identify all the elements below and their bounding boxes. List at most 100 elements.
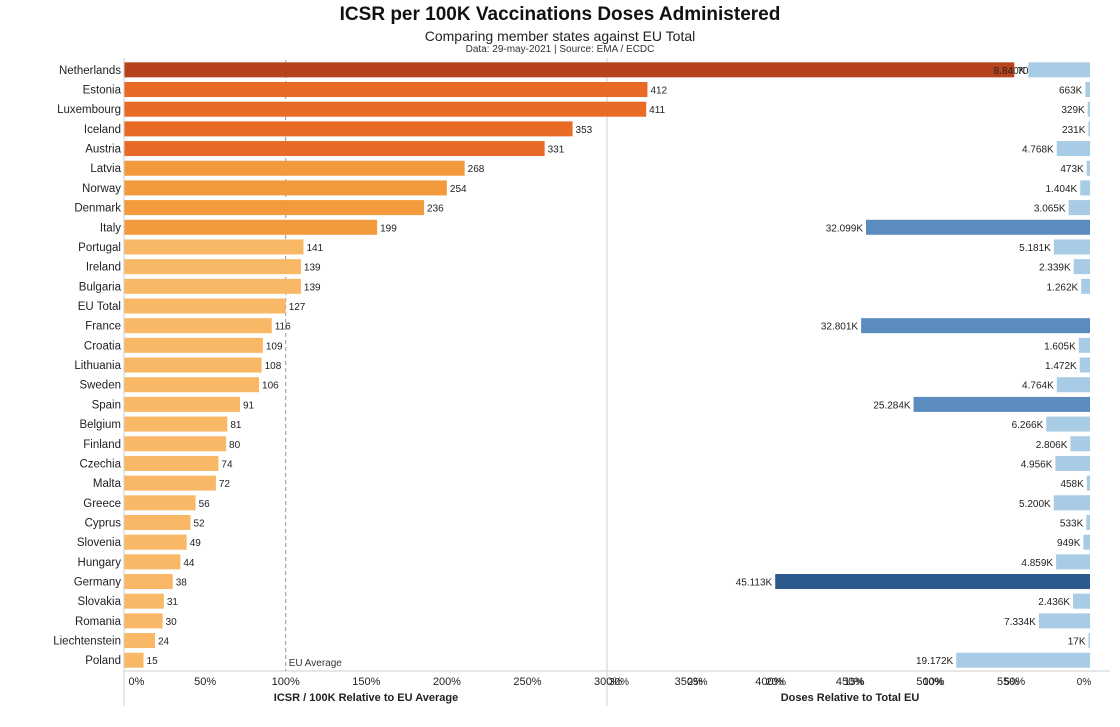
chart-title: ICSR per 100K Vaccinations Doses Adminis… — [339, 4, 781, 25]
icsr-bar — [124, 416, 228, 432]
icsr-value-label: 80 — [229, 440, 241, 451]
icsr-value-label: 116 — [275, 322, 291, 333]
doses-value-label: 7.334K — [1004, 617, 1036, 628]
doses-bar — [1083, 534, 1090, 550]
icsr-value-label: 701 — [1017, 66, 1034, 77]
icsr-value-label: 108 — [265, 361, 282, 372]
right-axis-tick-label: 15% — [844, 677, 864, 688]
icsr-value-label: 56 — [199, 499, 211, 510]
doses-bar — [1053, 239, 1090, 255]
icsr-bar — [124, 593, 164, 609]
icsr-value-label: 411 — [649, 105, 665, 116]
category-label: Romania — [75, 616, 122, 628]
doses-value-label: 4.859K — [1021, 558, 1053, 569]
doses-bar — [1056, 141, 1090, 157]
icsr-bar — [124, 239, 304, 255]
icsr-bar — [124, 377, 260, 393]
icsr-bar — [124, 101, 647, 117]
doses-value-label: 1.262K — [1046, 282, 1078, 293]
category-label: Portugal — [78, 242, 121, 254]
icsr-value-label: 109 — [266, 341, 283, 352]
doses-value-label: 458K — [1060, 479, 1084, 490]
left-axis-tick-label: 300% — [594, 676, 622, 688]
doses-value-label: 32.801K — [821, 322, 859, 333]
icsr-value-label: 412 — [650, 86, 667, 97]
category-label: Czechia — [79, 458, 121, 470]
icsr-bar — [124, 141, 545, 157]
icsr-value-label: 106 — [262, 381, 279, 392]
doses-bar — [1068, 200, 1090, 216]
icsr-bar — [124, 574, 173, 590]
icsr-value-label: 44 — [183, 558, 195, 569]
icsr-bar — [124, 259, 301, 275]
doses-value-label: 533K — [1060, 518, 1084, 529]
left-axis-tick-label: 450% — [836, 676, 864, 688]
icsr-value-label: 15 — [147, 656, 159, 667]
category-label: Bulgaria — [79, 281, 122, 293]
icsr-value-label: 38 — [176, 578, 188, 589]
icsr-value-label: 268 — [468, 164, 485, 175]
icsr-bar — [124, 200, 425, 216]
category-label: Denmark — [74, 203, 121, 215]
doses-value-label: 1.404K — [1046, 184, 1078, 195]
right-axis-tick-label: 25% — [687, 677, 707, 688]
right-axis-tick-label: 0% — [1077, 677, 1092, 688]
doses-value-label: 6.266K — [1012, 420, 1044, 431]
chart-caption: Data: 29-may-2021 | Source: EMA / ECDC — [465, 44, 655, 55]
category-label: Poland — [85, 655, 121, 667]
icsr-bar — [124, 219, 378, 235]
doses-bar — [1081, 278, 1090, 294]
doses-bar — [1086, 475, 1090, 491]
doses-value-label: 4.956K — [1021, 459, 1053, 470]
doses-bar — [1028, 62, 1090, 78]
doses-value-label: 45.113K — [736, 578, 773, 589]
left-axis-title: ICSR / 100K Relative to EU Average — [274, 692, 458, 704]
doses-bar — [1078, 337, 1090, 353]
category-label: Netherlands — [59, 65, 121, 77]
doses-bar — [1086, 160, 1090, 176]
category-label: Spain — [92, 399, 121, 411]
icsr-bar — [124, 652, 144, 668]
doses-value-label: 663K — [1059, 86, 1083, 97]
icsr-value-label: 52 — [194, 518, 206, 529]
category-label: Cyprus — [85, 517, 122, 529]
icsr-value-label: 127 — [289, 302, 306, 313]
category-label: France — [85, 321, 121, 333]
doses-value-label: 5.181K — [1019, 243, 1051, 254]
doses-bar — [1088, 633, 1090, 649]
eu-average-label: EU Average — [289, 658, 343, 669]
doses-bar — [1087, 101, 1090, 117]
category-label: Greece — [83, 498, 121, 510]
doses-bar — [1053, 495, 1090, 511]
left-axis-tick-label: 50% — [194, 676, 216, 688]
category-label: Slovenia — [77, 537, 122, 549]
category-label: Estonia — [83, 85, 122, 97]
category-label: Germany — [74, 577, 122, 589]
doses-value-label: 32.099K — [826, 223, 864, 234]
doses-value-label: 329K — [1061, 105, 1085, 116]
doses-bar — [861, 318, 1090, 334]
doses-bar — [1046, 416, 1090, 432]
icsr-value-label: 236 — [427, 204, 444, 215]
icsr-bar — [124, 633, 155, 649]
left-axis-tick-label: 550% — [997, 676, 1025, 688]
doses-bar — [1070, 436, 1090, 452]
right-axis-tick-label: 5% — [1004, 677, 1019, 688]
icsr-value-label: 353 — [576, 125, 593, 136]
doses-bar — [913, 396, 1090, 412]
doses-value-label: 949K — [1057, 538, 1081, 549]
right-axis-tick-label: 30% — [609, 677, 629, 688]
icsr-value-label: 139 — [304, 263, 321, 274]
doses-value-label: 4.768K — [1022, 145, 1054, 156]
right-axis-title: Doses Relative to Total EU — [781, 692, 920, 704]
icsr-bar — [124, 436, 227, 452]
category-label: Luxembourg — [57, 104, 121, 116]
doses-value-label: 231K — [1062, 125, 1086, 136]
category-label: Sweden — [79, 380, 121, 392]
right-axis-tick-label: 10% — [923, 677, 943, 688]
icsr-bar — [124, 318, 272, 334]
icsr-value-label: 139 — [304, 282, 321, 293]
doses-value-label: 19.172K — [916, 656, 954, 667]
icsr-value-label: 31 — [167, 597, 179, 608]
